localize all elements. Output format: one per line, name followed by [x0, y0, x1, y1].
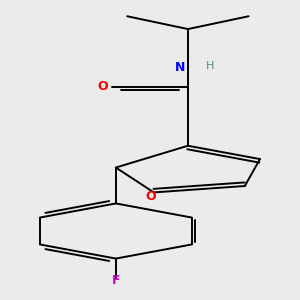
Text: O: O: [146, 190, 156, 203]
Text: N: N: [175, 61, 186, 74]
Text: H: H: [206, 61, 214, 71]
Text: O: O: [98, 80, 109, 93]
Text: F: F: [112, 274, 120, 287]
